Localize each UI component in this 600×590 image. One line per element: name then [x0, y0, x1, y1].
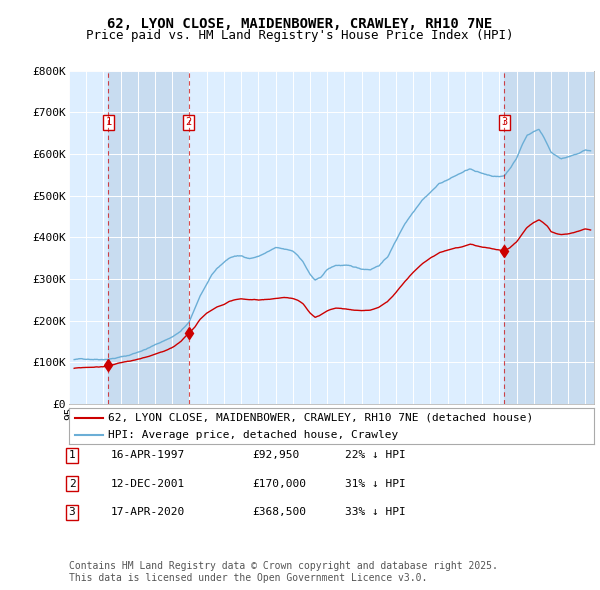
Text: HPI: Average price, detached house, Crawley: HPI: Average price, detached house, Craw…	[109, 430, 398, 440]
Text: 1: 1	[105, 117, 112, 127]
Text: Price paid vs. HM Land Registry's House Price Index (HPI): Price paid vs. HM Land Registry's House …	[86, 29, 514, 42]
Text: 62, LYON CLOSE, MAIDENBOWER, CRAWLEY, RH10 7NE (detached house): 62, LYON CLOSE, MAIDENBOWER, CRAWLEY, RH…	[109, 413, 533, 423]
Text: 31% ↓ HPI: 31% ↓ HPI	[345, 479, 406, 489]
Bar	[505, 71, 594, 404]
Text: Contains HM Land Registry data © Crown copyright and database right 2025.
This d: Contains HM Land Registry data © Crown c…	[69, 561, 498, 583]
Text: 3: 3	[68, 507, 76, 517]
Text: 2: 2	[185, 117, 192, 127]
Text: 16-APR-1997: 16-APR-1997	[111, 451, 185, 460]
Text: 2: 2	[68, 479, 76, 489]
Text: 33% ↓ HPI: 33% ↓ HPI	[345, 507, 406, 517]
Text: 22% ↓ HPI: 22% ↓ HPI	[345, 451, 406, 460]
Text: 62, LYON CLOSE, MAIDENBOWER, CRAWLEY, RH10 7NE: 62, LYON CLOSE, MAIDENBOWER, CRAWLEY, RH…	[107, 17, 493, 31]
Text: 12-DEC-2001: 12-DEC-2001	[111, 479, 185, 489]
Text: £92,950: £92,950	[252, 451, 299, 460]
Text: £368,500: £368,500	[252, 507, 306, 517]
Bar	[109, 71, 188, 404]
Text: £170,000: £170,000	[252, 479, 306, 489]
Text: 3: 3	[501, 117, 508, 127]
Text: 1: 1	[68, 451, 76, 460]
Text: 17-APR-2020: 17-APR-2020	[111, 507, 185, 517]
